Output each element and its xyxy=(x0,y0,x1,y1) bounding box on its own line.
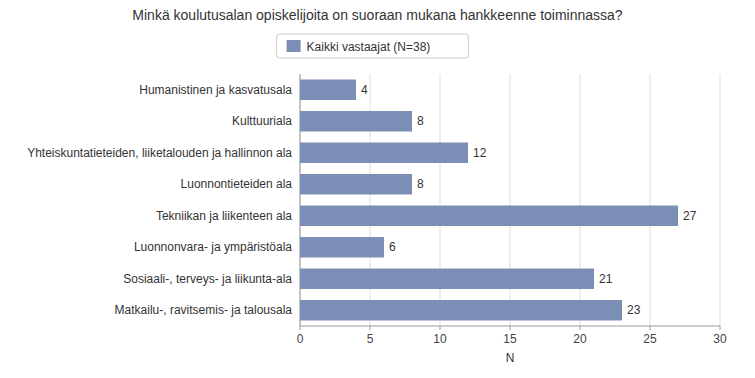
bar xyxy=(300,237,384,257)
chart: Minkä koulutusalan opiskelijoita on suor… xyxy=(0,0,755,378)
data-labels: 4 8 12 8 27 6 21 23 xyxy=(361,83,697,318)
data-label: 6 xyxy=(389,240,396,254)
bar xyxy=(300,143,468,163)
category-label: Luonnonvara- ja ympäristöala xyxy=(134,240,292,254)
y-axis: Humanistinen ja kasvatusala Kulttuuriala Y… xyxy=(27,74,300,326)
data-label: 23 xyxy=(627,303,641,317)
data-label: 27 xyxy=(683,209,697,223)
tick-mark xyxy=(720,326,721,330)
tick-label: 30 xyxy=(713,332,727,346)
tick-label: 10 xyxy=(433,332,447,346)
tick-label: 20 xyxy=(573,332,587,346)
bar xyxy=(300,300,622,320)
data-label: 8 xyxy=(417,114,424,128)
grid xyxy=(300,74,720,326)
tick-label: 0 xyxy=(297,332,304,346)
tick-label: 15 xyxy=(503,332,517,346)
category-label: Tekniikan ja liikenteen ala xyxy=(156,209,292,223)
tick-label: 25 xyxy=(643,332,657,346)
tick-label: 5 xyxy=(367,332,374,346)
category-label: Luonnontieteiden ala xyxy=(181,177,293,191)
legend: Kaikki vastaajat (N=38) xyxy=(277,34,469,58)
data-label: 4 xyxy=(361,83,368,97)
category-label: Matkailu-, ravitsemis- ja talousala xyxy=(115,303,293,317)
tick-mark xyxy=(580,326,581,330)
tick-mark xyxy=(440,326,441,330)
title: Minkä koulutusalan opiskelijoita on suor… xyxy=(132,7,623,23)
bars xyxy=(300,80,678,321)
data-label: 12 xyxy=(473,146,487,160)
x-axis: 0 5 10 15 20 25 30 N xyxy=(297,326,727,365)
grid-line xyxy=(720,74,721,326)
category-label: Humanistinen ja kasvatusala xyxy=(139,83,292,97)
bar xyxy=(300,80,356,100)
tick-mark xyxy=(300,326,301,330)
legend-swatch xyxy=(287,40,301,52)
category-label: Kulttuuriala xyxy=(232,114,292,128)
tick-mark xyxy=(370,326,371,330)
grid-line xyxy=(650,74,651,326)
bar xyxy=(300,174,412,194)
legend-frame xyxy=(277,34,469,58)
tick-mark xyxy=(650,326,651,330)
category-label: Sosiaali-, terveys- ja liikunta-ala xyxy=(123,272,292,286)
x-axis-line xyxy=(300,326,720,327)
category-label: Yhteiskuntatieteiden, liiketalouden ja h… xyxy=(27,146,292,160)
legend-label: Kaikki vastaajat (N=38) xyxy=(307,40,431,54)
bar xyxy=(300,269,594,289)
tick-mark xyxy=(510,326,511,330)
bar xyxy=(300,111,412,131)
data-label: 21 xyxy=(599,272,613,286)
bar xyxy=(300,206,678,226)
data-label: 8 xyxy=(417,177,424,191)
axis-title: N xyxy=(506,351,515,365)
